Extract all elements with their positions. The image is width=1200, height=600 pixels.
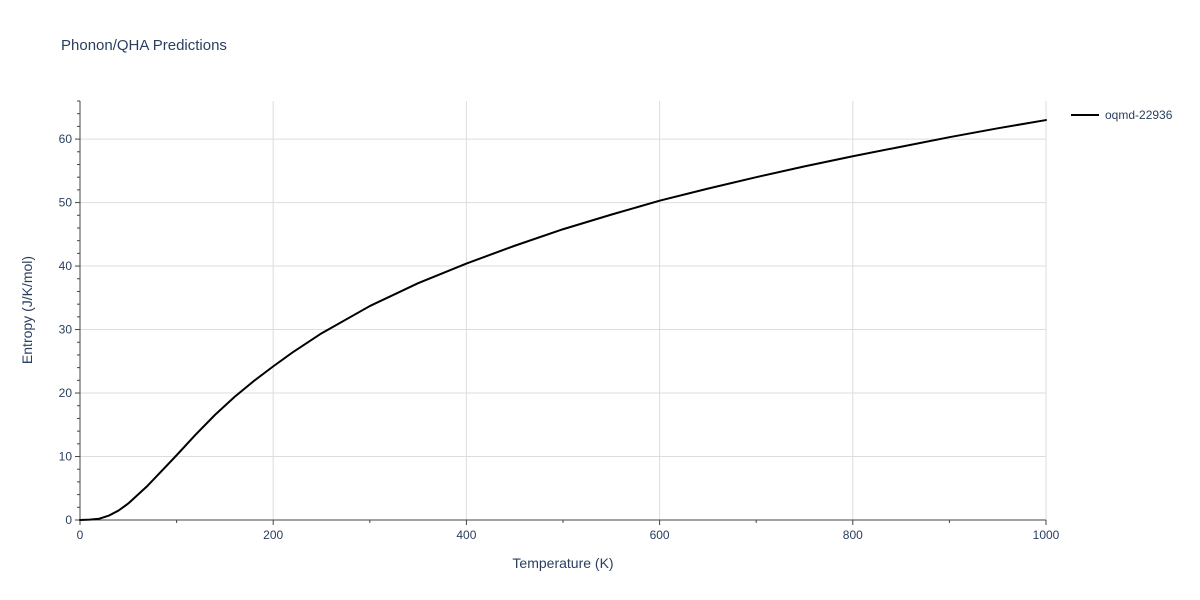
y-axis-title: Entropy (J/K/mol) [19, 256, 35, 364]
x-tick-label: 0 [77, 528, 84, 542]
legend[interactable]: oqmd-22936 [1071, 108, 1173, 122]
y-tick-label: 40 [59, 259, 73, 273]
y-tick-label: 50 [59, 196, 73, 210]
x-tick-label: 400 [456, 528, 476, 542]
x-axis-title: Temperature (K) [512, 555, 613, 571]
x-tick-label: 800 [843, 528, 863, 542]
series-layer [79, 119, 1047, 521]
y-tick-label: 30 [59, 323, 73, 337]
grid [80, 101, 1047, 520]
x-tick-label: 600 [650, 528, 670, 542]
chart-title: Phonon/QHA Predictions [61, 37, 227, 54]
y-tick-label: 10 [59, 450, 73, 464]
legend-label: oqmd-22936 [1105, 108, 1173, 122]
x-tick-label: 1000 [1033, 528, 1060, 542]
y-tick-label: 60 [59, 132, 73, 146]
x-tick-label: 200 [263, 528, 283, 542]
axes: 0 200 400 600 800 1000 0 10 20 30 40 50 60 [59, 100, 1060, 542]
series-line-oqmd-22936 [79, 119, 1047, 521]
y-tick-label: 0 [65, 513, 72, 527]
y-tick-label: 20 [59, 386, 73, 400]
